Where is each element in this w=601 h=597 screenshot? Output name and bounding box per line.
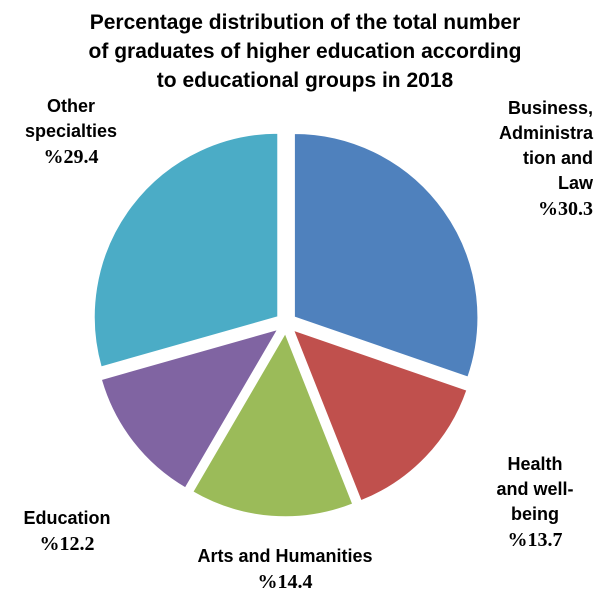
chart-title-line: of graduates of higher education accordi… (88, 40, 522, 63)
pie-slice-other (93, 132, 279, 369)
slice-percent: %29.4 (43, 146, 99, 168)
slice-label-line: and well- (496, 479, 574, 499)
slice-label-line: Health (507, 454, 563, 474)
slice-percent: %14.4 (257, 571, 313, 593)
slice-label-health: Health and well- being %13.7 (480, 452, 590, 553)
slice-label-line: Law (557, 173, 593, 193)
slice-label-line: specialties (24, 121, 118, 141)
chart-title: Percentage distribution of the total num… (40, 8, 570, 95)
slice-label-business: Business, Administra tion and Law %30.3 (453, 96, 593, 222)
slice-label-line: Arts and Humanities (197, 546, 373, 566)
slice-label-arts: Arts and Humanities %14.4 (160, 544, 410, 595)
slice-percent: %12.2 (39, 533, 95, 555)
slice-label-education: Education %12.2 (6, 506, 128, 557)
pie-slice-health (291, 328, 469, 502)
slice-label-line: tion and (523, 148, 593, 168)
slice-label-line: Administra (498, 123, 593, 143)
chart-title-line: to educational groups in 2018 (156, 69, 454, 92)
slice-label-line: Other (46, 96, 95, 116)
slice-label-line: being (511, 504, 559, 524)
slice-percent: %13.7 (507, 529, 563, 551)
pie-slice-arts (191, 331, 354, 518)
slice-label-other: Other specialties %29.4 (6, 94, 136, 170)
chart-title-line: Percentage distribution of the total num… (89, 11, 521, 34)
slice-label-line: Business, (507, 98, 593, 118)
slice-percent: %30.3 (538, 198, 593, 220)
slice-label-line: Education (23, 508, 111, 528)
pie-slice-business (293, 132, 479, 379)
pie-slice-education (100, 327, 280, 490)
